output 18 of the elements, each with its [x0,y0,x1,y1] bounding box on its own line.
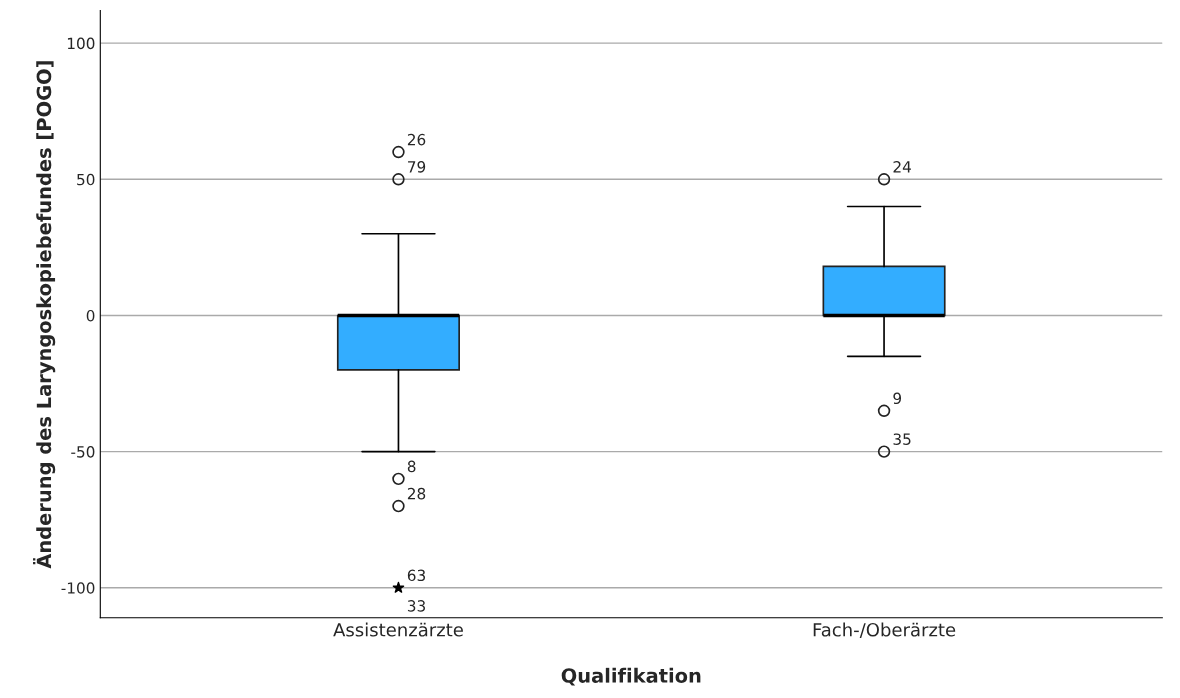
annotation: 8 [407,460,416,473]
annotation: 35 [893,433,911,445]
x-tick-label: Fach-/Oberärzte [813,622,956,638]
y-tick-label: 50 [77,173,95,186]
annotation: 24 [893,161,911,173]
annotation: 33 [407,600,426,612]
y-tick-label: 100 [67,37,95,50]
annotation: 26 [407,133,426,146]
annotation: 63 [407,569,426,582]
y-tick-label: 0 [86,309,95,322]
annotation: 28 [407,487,426,500]
x-axis-title: Qualifikation [561,667,701,686]
annotation: 79 [408,161,426,173]
x-tick-label: Assistenzärzte [333,622,463,637]
annotation: 9 [893,392,902,405]
y-axis-title: Änderung des Laryngoskopiebefundes [POGO] [33,61,56,569]
y-tick-label: -100 [61,582,95,594]
y-tick-label: -50 [71,446,95,458]
